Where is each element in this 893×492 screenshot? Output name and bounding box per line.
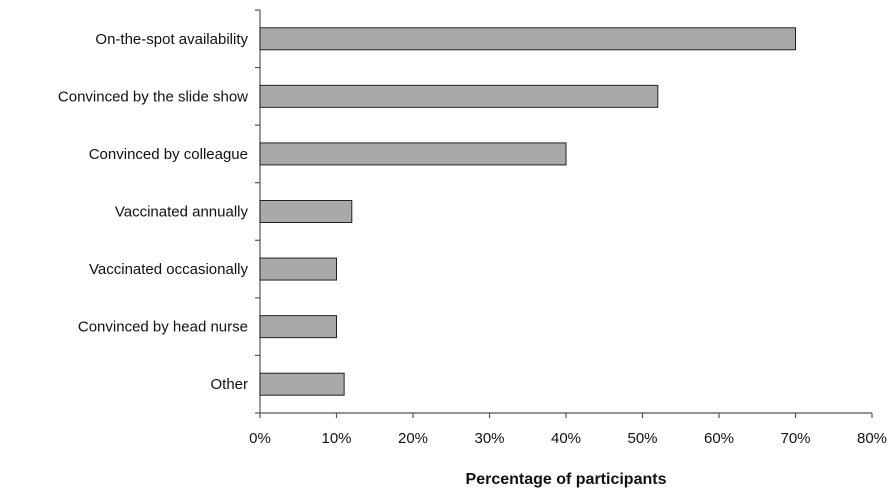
bars <box>259 27 796 396</box>
bar <box>259 84 659 108</box>
category-label: On-the-spot availability <box>95 31 248 48</box>
x-tick-labels: 0% 10% 20% 30% 40% 50% 60% 70% 80% <box>249 430 887 447</box>
x-tick-label: 0% <box>249 430 271 447</box>
bar <box>259 27 796 51</box>
x-axis-title: Percentage of participants <box>466 471 667 488</box>
x-axis <box>259 412 873 418</box>
bar <box>259 372 345 396</box>
x-tick-label: 60% <box>704 430 734 447</box>
category-label: Convinced by head nurse <box>78 319 248 336</box>
x-tick-label: 80% <box>857 430 887 447</box>
bar <box>259 315 337 339</box>
category-labels: On-the-spot availability Convinced by the… <box>58 31 249 393</box>
bar <box>259 200 353 223</box>
x-tick-label: 10% <box>321 430 351 447</box>
x-tick-label: 70% <box>780 430 810 447</box>
x-tick-label: 20% <box>398 430 428 447</box>
bar <box>259 257 337 281</box>
category-label: Convinced by the slide show <box>58 88 248 105</box>
category-label: Vaccinated occasionally <box>89 261 248 278</box>
x-tick-label: 50% <box>627 430 657 447</box>
x-tick-label: 40% <box>551 430 581 447</box>
bar <box>259 142 567 166</box>
category-label: Vaccinated annually <box>115 204 249 221</box>
category-label: Convinced by colleague <box>89 146 248 163</box>
x-tick-label: 30% <box>474 430 504 447</box>
y-axis <box>255 9 261 414</box>
category-label: Other <box>210 376 248 393</box>
